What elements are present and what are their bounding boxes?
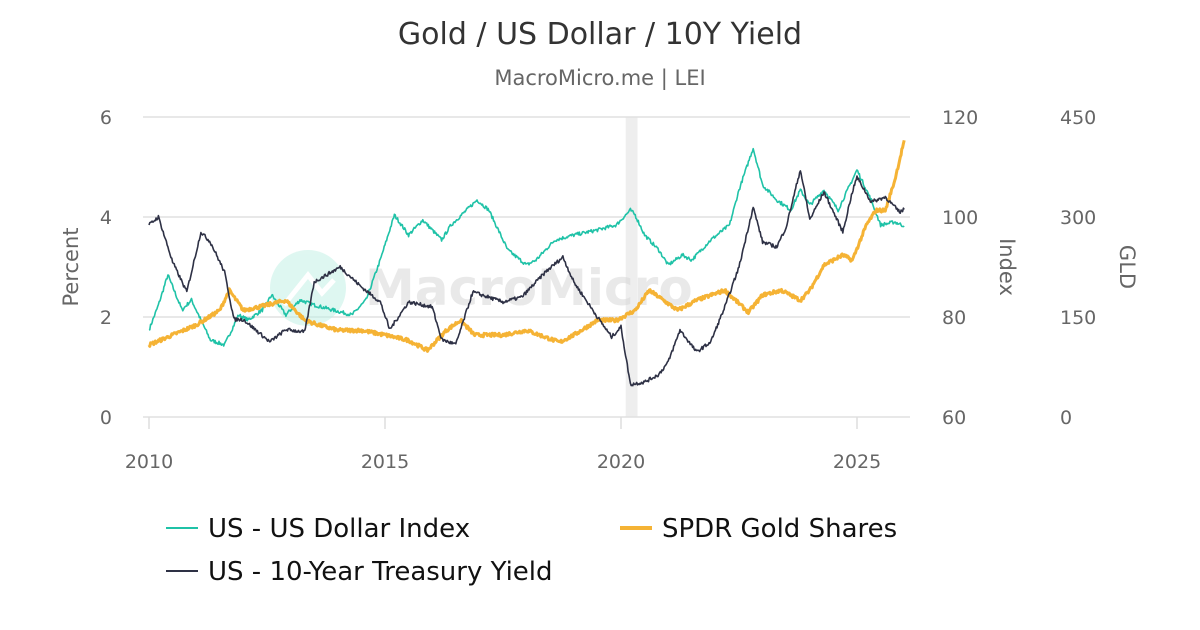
chart-title: Gold / US Dollar / 10Y Yield bbox=[398, 17, 802, 52]
left-tick-label: 0 bbox=[100, 407, 112, 429]
gld-tick-label: 450 bbox=[1060, 107, 1096, 129]
legend: US - US Dollar Index SPDR Gold Shares US… bbox=[166, 514, 897, 587]
series-line-us-us-dollar-index bbox=[148, 147, 905, 347]
x-tick-label: 2010 bbox=[125, 451, 173, 473]
watermark-logo-mark bbox=[282, 270, 336, 307]
legend-label: SPDR Gold Shares bbox=[662, 514, 897, 544]
legend-item-gold[interactable]: SPDR Gold Shares bbox=[620, 514, 897, 544]
recession-shade bbox=[625, 117, 638, 417]
x-tick-label: 2020 bbox=[597, 451, 645, 473]
legend-label: US - US Dollar Index bbox=[208, 514, 470, 544]
legend-item-10y-yield[interactable]: US - 10-Year Treasury Yield bbox=[166, 557, 553, 587]
index-tick-label: 80 bbox=[942, 307, 966, 329]
right-axis-label-gld: GLD bbox=[1115, 245, 1139, 289]
left-tick-label: 4 bbox=[100, 207, 112, 229]
x-tick-label: 2025 bbox=[833, 451, 881, 473]
legend-item-usd-index[interactable]: US - US Dollar Index bbox=[166, 514, 470, 544]
left-tick-label: 2 bbox=[100, 307, 112, 329]
index-tick-label: 120 bbox=[942, 107, 978, 129]
gld-tick-label: 300 bbox=[1060, 207, 1096, 229]
left-tick-label: 6 bbox=[100, 107, 112, 129]
gld-tick-label: 150 bbox=[1060, 307, 1096, 329]
chart-subtitle: MacroMicro.me | LEI bbox=[494, 66, 705, 91]
series-line-us-10-year-treasury-yield bbox=[148, 170, 905, 387]
left-axis-label: Percent bbox=[59, 227, 83, 306]
index-tick-label: 100 bbox=[942, 207, 978, 229]
legend-label: US - 10-Year Treasury Yield bbox=[208, 557, 553, 587]
right-axis-label-index: Index bbox=[995, 238, 1019, 296]
series-line-spdr-gold-shares bbox=[147, 139, 906, 353]
gld-tick-label: 0 bbox=[1060, 407, 1072, 429]
x-tick-label: 2015 bbox=[361, 451, 409, 473]
index-tick-label: 60 bbox=[942, 407, 966, 429]
